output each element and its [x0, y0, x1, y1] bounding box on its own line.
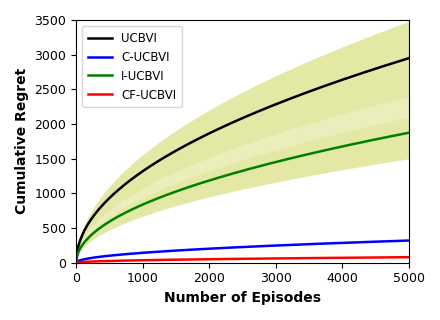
I-UCBVI — [375, 137, 381, 141]
I-UCBVI — [271, 160, 277, 164]
Line: UCBVI: UCBVI — [76, 58, 409, 263]
UCBVI — [271, 103, 277, 107]
CF-UCBVI — [277, 256, 282, 260]
I-UCBVI — [73, 261, 79, 265]
UCBVI — [75, 249, 80, 253]
Legend: UCBVI, C-UCBVI, I-UCBVI, CF-UCBVI: UCBVI, C-UCBVI, I-UCBVI, CF-UCBVI — [82, 26, 182, 108]
C-UCBVI — [73, 261, 79, 265]
Line: C-UCBVI: C-UCBVI — [76, 241, 409, 263]
UCBVI — [73, 261, 79, 265]
CF-UCBVI — [271, 257, 276, 260]
Y-axis label: Cumulative Regret: Cumulative Regret — [15, 68, 29, 214]
C-UCBVI — [375, 240, 381, 244]
UCBVI — [354, 73, 359, 77]
I-UCBVI — [75, 253, 80, 257]
CF-UCBVI — [271, 257, 277, 260]
I-UCBVI — [271, 161, 276, 164]
C-UCBVI — [75, 260, 80, 263]
CF-UCBVI — [375, 256, 381, 260]
UCBVI — [375, 66, 381, 70]
UCBVI — [277, 101, 282, 105]
Line: I-UCBVI: I-UCBVI — [76, 133, 409, 263]
I-UCBVI — [354, 141, 359, 145]
UCBVI — [407, 56, 412, 60]
C-UCBVI — [407, 239, 412, 243]
UCBVI — [271, 103, 276, 107]
CF-UCBVI — [354, 256, 359, 260]
C-UCBVI — [354, 240, 359, 244]
C-UCBVI — [271, 244, 276, 248]
CF-UCBVI — [407, 255, 412, 259]
I-UCBVI — [407, 131, 412, 135]
I-UCBVI — [277, 159, 282, 163]
CF-UCBVI — [75, 260, 80, 264]
C-UCBVI — [271, 244, 277, 247]
Line: CF-UCBVI: CF-UCBVI — [76, 257, 409, 263]
C-UCBVI — [277, 244, 282, 247]
X-axis label: Number of Episodes: Number of Episodes — [164, 291, 321, 305]
CF-UCBVI — [73, 261, 79, 265]
